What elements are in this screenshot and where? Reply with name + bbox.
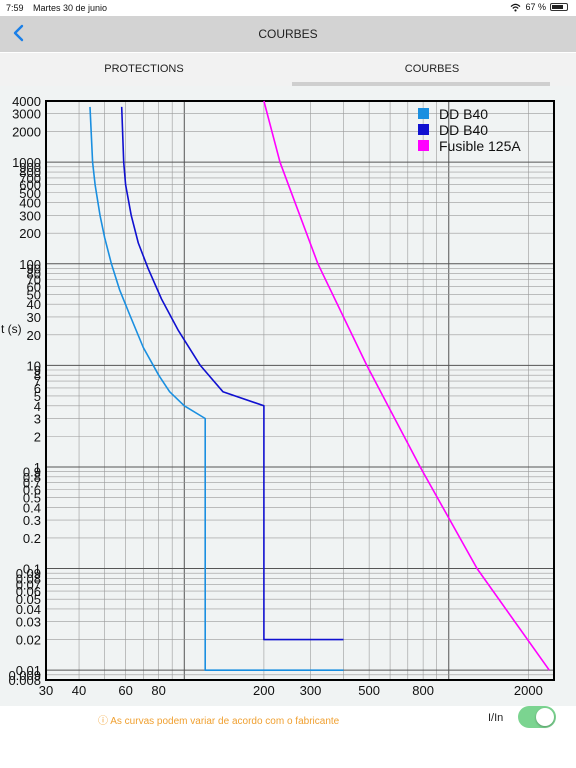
y-tick-label: 0.04 (16, 602, 41, 617)
x-tick-label: 80 (151, 683, 165, 698)
legend-swatch (418, 108, 429, 119)
legend-label: Fusible 125A (439, 138, 521, 154)
navbar: COURBES (0, 16, 576, 52)
y-tick-label: 90 (27, 261, 41, 276)
y-tick-label: 20 (27, 328, 41, 343)
y-tick-label: 0.8 (23, 470, 41, 485)
battery-icon (550, 3, 568, 11)
iin-toggle[interactable] (518, 706, 556, 728)
y-tick-label: 0.02 (16, 633, 41, 648)
toggle-knob (536, 708, 554, 726)
status-bar: 7:59 Martes 30 de junio 67 % (0, 0, 576, 16)
y-tick-label: 300 (19, 208, 41, 223)
y-tick-label: 50 (27, 287, 41, 302)
y-tick-label: 3 (34, 411, 41, 426)
y-tick-label: 9 (34, 363, 41, 378)
x-tick-label: 60 (118, 683, 132, 698)
legend-swatch (418, 124, 429, 135)
y-tick-label: 800 (19, 165, 41, 180)
y-tick-label: 0.01 (16, 663, 41, 678)
wifi-icon (511, 3, 521, 12)
y-tick-label: 0.2 (23, 531, 41, 546)
y-tick-label: 100 (19, 257, 41, 272)
legend-label: DD B40 (439, 106, 488, 122)
y-tick-label: 900 (19, 160, 41, 175)
curves-chart: 30 40 60 80 200 300 500 800 20004000300020001000… (1, 94, 555, 698)
status-date: Martes 30 de junio (33, 3, 108, 13)
y-tick-label: 600 (19, 178, 41, 193)
page-title: COURBES (258, 27, 318, 41)
y-tick-label: 1 (34, 460, 41, 475)
y-tick-label: 0.1 (23, 562, 41, 577)
y-tick-label: 0.3 (23, 513, 41, 528)
y-tick-label: 70 (27, 273, 41, 288)
y-tick-label: 0.08 (16, 571, 41, 586)
y-tick-label: 4000 (12, 94, 41, 109)
y-tick-label: 1000 (12, 155, 41, 170)
tab-courbes[interactable]: COURBES (404, 63, 460, 75)
x-tick-label: 800 (412, 683, 434, 698)
back-button[interactable] (6, 20, 30, 46)
y-tick-label: 0.07 (16, 577, 41, 592)
series-line (89, 106, 344, 672)
y-tick-label: 0.008 (8, 673, 41, 688)
y-tick-label: 400 (19, 196, 41, 211)
x-tick-label: 2000 (514, 683, 543, 698)
y-tick-label: 80 (27, 267, 41, 282)
y-tick-label: 60 (27, 279, 41, 294)
y-tick-label: 0.6 (23, 482, 41, 497)
plot-frame (45, 100, 555, 681)
tab-bar: PROTECTIONS COURBES (0, 53, 576, 86)
x-tick-label: 200 (253, 683, 275, 698)
active-tab-indicator (292, 82, 550, 86)
y-tick-label: 5 (34, 389, 41, 404)
legend-label: DD B40 (439, 122, 488, 138)
y-axis-label: t (s) (1, 322, 22, 336)
y-tick-label: 10 (27, 358, 41, 373)
y-tick-label: 40 (27, 297, 41, 312)
status-right: 67 % (510, 2, 568, 12)
y-tick-label: 0.9 (23, 465, 41, 480)
y-tick-label: 0.05 (16, 592, 41, 607)
x-tick-label: 30 (39, 683, 53, 698)
y-tick-label: 0.009 (8, 668, 41, 683)
status-time: 7:59 (6, 3, 24, 13)
x-tick-label: 300 (300, 683, 322, 698)
footer: ⓘ As curvas podem variar de acordo com o… (0, 706, 576, 768)
series-line (263, 100, 550, 671)
y-tick-label: 7 (34, 374, 41, 389)
y-tick-label: 30 (27, 310, 41, 325)
y-tick-label: 2000 (12, 125, 41, 140)
y-tick-label: 0.4 (23, 500, 41, 515)
y-tick-label: 500 (19, 186, 41, 201)
y-tick-label: 200 (19, 226, 41, 241)
y-tick-label: 0.7 (23, 476, 41, 491)
y-tick-label: 3000 (12, 107, 41, 122)
y-tick-label: 2 (34, 429, 41, 444)
y-tick-label: 0.06 (16, 584, 41, 599)
y-tick-label: 8 (34, 368, 41, 383)
toggle-label: I/In (488, 712, 504, 724)
x-tick-label: 500 (358, 683, 380, 698)
y-tick-label: 700 (19, 171, 41, 186)
manufacturer-warning: ⓘ As curvas podem variar de acordo com o… (98, 716, 340, 727)
series-line (120, 106, 344, 641)
y-tick-label: 0.09 (16, 566, 41, 581)
battery-percent: 67 % (525, 2, 546, 12)
chart-area: 30 40 60 80 200 300 500 800 2000 4000 3000 2000 1000… (0, 86, 576, 706)
y-tick-label: 0.5 (23, 491, 41, 506)
y-tick-label: 0.03 (16, 615, 41, 630)
y-tick-label: 6 (34, 381, 41, 396)
y-tick-label: 4 (34, 399, 41, 414)
tab-protections[interactable]: PROTECTIONS (104, 63, 184, 75)
chevron-left-icon (13, 24, 24, 42)
legend-swatch (418, 140, 429, 151)
x-tick-label: 40 (72, 683, 86, 698)
